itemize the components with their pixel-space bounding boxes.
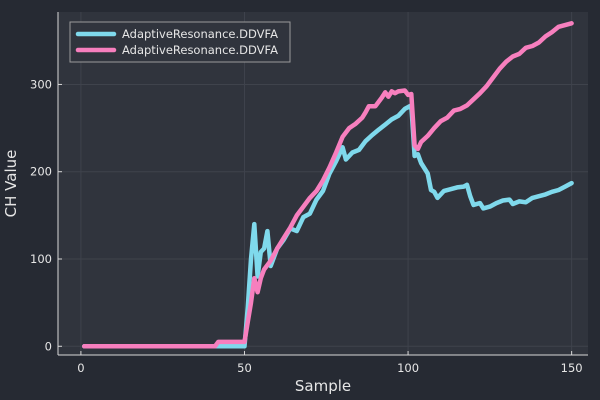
tick-labels: 0 50 100 150 0 100 200 300 [30, 77, 583, 375]
x-tick-label: 100 [397, 361, 419, 375]
legend-label-2: AdaptiveResonance.DDVFA [122, 43, 278, 57]
legend: AdaptiveResonance.DDVFA AdaptiveResonance… [69, 21, 291, 63]
x-tick-label: 50 [237, 361, 252, 375]
y-tick-label: 0 [45, 339, 52, 353]
series-line-2 [81, 21, 574, 349]
x-axis-label: Sample [295, 377, 351, 395]
legend-box [69, 21, 291, 63]
y-axis-label: CH Value [2, 150, 20, 218]
axes [57, 12, 588, 356]
legend-label-1: AdaptiveResonance.DDVFA [122, 27, 278, 41]
x-tick-label: 0 [77, 361, 84, 375]
x-tick-label: 150 [561, 361, 583, 375]
y-tick-label: 200 [30, 165, 52, 179]
y-tick-label: 300 [30, 77, 52, 91]
series-layer [81, 21, 574, 349]
y-tick-label: 100 [30, 252, 52, 266]
series-line-1 [81, 103, 574, 349]
